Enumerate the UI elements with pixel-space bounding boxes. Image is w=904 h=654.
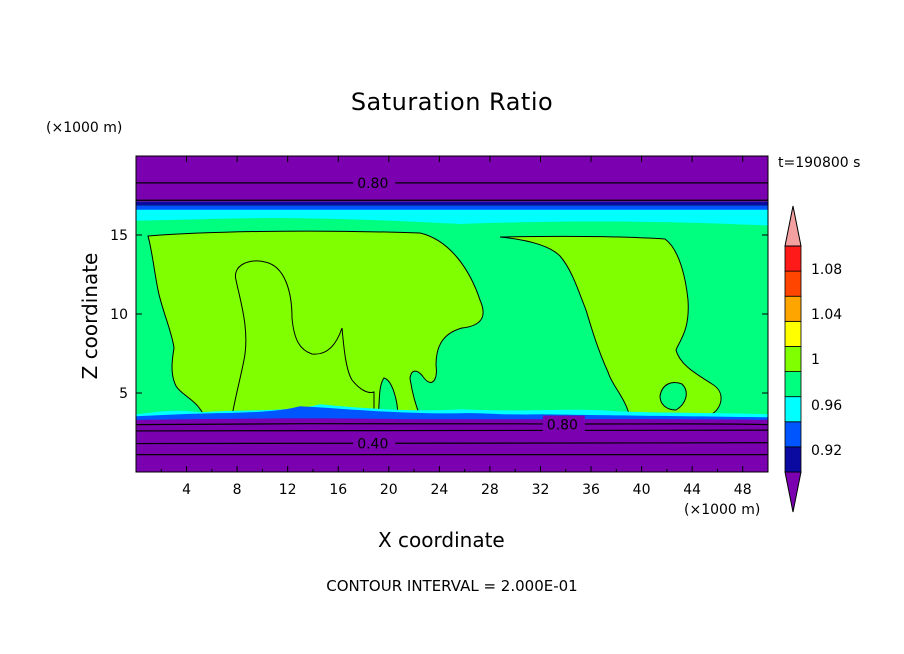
- colorbar-box-8: [784, 270, 802, 297]
- x-tick-label-44: 44: [683, 482, 701, 498]
- contour-line-lower-b: [135, 429, 769, 432]
- colorbar-box-9: [784, 245, 802, 272]
- x-tick-label-12: 12: [279, 482, 297, 498]
- subsaturated-pocket: [659, 382, 687, 411]
- colorbar: 1.08 1.04 1 0.96 0.92: [784, 205, 842, 513]
- colorbar-box-3: [784, 396, 802, 423]
- x-tick-label-28: 28: [481, 482, 499, 498]
- x-tick-label-40: 40: [633, 482, 651, 498]
- colorbar-box-2: [784, 421, 802, 448]
- x-tick-label-32: 32: [532, 482, 550, 498]
- upper-band-blue: [136, 205, 768, 212]
- x-tick-label-4: 4: [182, 482, 191, 498]
- y-tick-label-5: 5: [119, 386, 128, 402]
- colorbar-box-7: [784, 295, 802, 322]
- contour-line-lower-040: [135, 442, 769, 445]
- upper-band-navy: [136, 201, 768, 206]
- x-tick-label-36: 36: [582, 482, 600, 498]
- upper-band-cyan: [136, 209, 768, 226]
- x-tick-label-16: 16: [329, 482, 347, 498]
- contour-label-0: 0.80: [357, 176, 388, 192]
- colorbar-label-2: 1: [811, 352, 820, 368]
- contour-label-bg-2: [353, 434, 396, 451]
- x-axis-unit: (×1000 m): [684, 502, 761, 518]
- upper-dry-layer: [136, 156, 768, 202]
- saturated-region-east: [499, 235, 722, 419]
- contour-interval-note: CONTOUR INTERVAL = 2.000E-01: [326, 577, 578, 595]
- contour-label-bg-1: [542, 415, 585, 432]
- colorbar-label-0: 1.08: [811, 262, 842, 278]
- y-axis-unit: (×1000 m): [46, 120, 123, 136]
- colorbar-label-3: 0.96: [811, 398, 842, 414]
- colorbar-label-1: 1.04: [811, 307, 842, 323]
- cloud-base-blue: [136, 406, 768, 421]
- colorbar-under-arrow: [784, 471, 802, 513]
- y-tick-label-10: 10: [110, 307, 128, 323]
- x-tick-label-48: 48: [734, 482, 752, 498]
- chart-title: Saturation Ratio: [350, 88, 554, 116]
- contour-line-lower-080: [135, 422, 769, 426]
- colorbar-box-6: [784, 320, 802, 347]
- colorbar-label-4: 0.92: [811, 443, 842, 459]
- contour-label-2: 0.40: [357, 437, 388, 453]
- saturated-region-west: [147, 230, 484, 419]
- y-tick-label-15: 15: [110, 228, 128, 244]
- time-label: t=190800 s: [778, 155, 861, 171]
- colorbar-box-4: [784, 371, 802, 398]
- lower-dry-layer: [136, 418, 768, 472]
- colorbar-box-5: [784, 346, 802, 372]
- x-tick-label-8: 8: [233, 482, 242, 498]
- colorbar-over-arrow: [784, 205, 802, 247]
- colorbar-box-1: [784, 446, 802, 473]
- contour-label-1: 0.80: [547, 418, 578, 434]
- plot-field: 0.80 0.80 0.40: [135, 156, 769, 472]
- x-tick-label-20: 20: [380, 482, 398, 498]
- x-tick-label-24: 24: [430, 482, 448, 498]
- x-axis-label: X coordinate: [378, 528, 505, 552]
- contour-label-bg-0: [353, 173, 396, 190]
